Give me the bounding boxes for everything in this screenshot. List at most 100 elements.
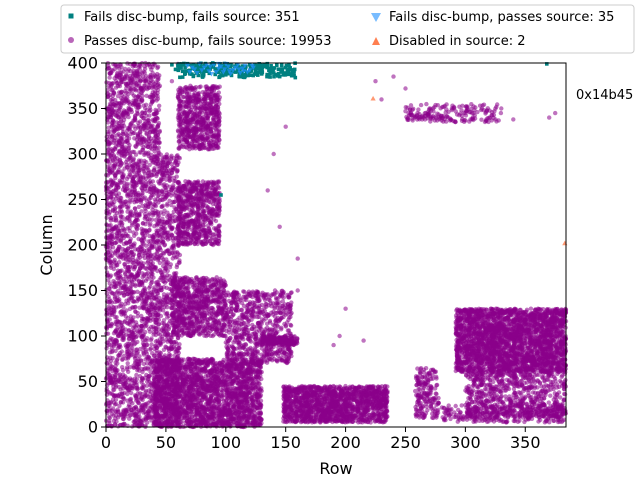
data-point: [144, 130, 149, 136]
data-point: [196, 126, 201, 132]
data-point: [176, 198, 182, 203]
data-point: [149, 324, 154, 330]
legend-label-disabled: Disabled in source: 2: [389, 34, 526, 49]
data-point: [192, 144, 197, 149]
data-point: [159, 189, 165, 194]
data-point: [200, 219, 206, 225]
data-point: [111, 413, 116, 418]
data-point: [120, 367, 126, 373]
data-point: [215, 97, 220, 102]
data-point: [126, 404, 131, 409]
data-point: [150, 268, 155, 273]
data-point: [107, 101, 113, 107]
data-point: [136, 236, 141, 242]
data-point: [111, 339, 117, 345]
data-point: [196, 180, 201, 185]
data-point: [106, 146, 111, 152]
data-point: [207, 86, 213, 92]
data-point: [206, 226, 212, 231]
data-point: [106, 321, 111, 327]
data-point: [114, 239, 119, 245]
data-point: [131, 242, 136, 248]
data-point: [187, 109, 192, 114]
data-point: [177, 192, 182, 198]
data-point: [216, 116, 221, 121]
data-point: [210, 190, 215, 196]
data-point: [131, 163, 136, 168]
data-point: [119, 349, 125, 354]
data-point: [143, 183, 149, 189]
data-point: [143, 176, 149, 181]
data-point: [113, 128, 118, 133]
data-point: [192, 182, 197, 188]
data-point: [191, 224, 196, 229]
data-point: [176, 118, 181, 123]
data-point: [151, 204, 156, 209]
data-point: [196, 145, 202, 150]
data-point: [150, 172, 155, 178]
data-point: [132, 130, 137, 136]
legend-entry-passes-fails: Passes disc-bump, fails source: 19953: [68, 34, 332, 49]
data-point: [148, 303, 153, 308]
data-point: [125, 95, 130, 100]
data-point: [121, 412, 126, 417]
data-point: [135, 140, 140, 145]
data-point: [127, 341, 132, 346]
data-point: [117, 353, 123, 358]
data-point: [113, 173, 118, 178]
data-point: [159, 328, 164, 333]
data-point: [163, 265, 169, 270]
data-point: [142, 212, 148, 217]
data-point: [115, 83, 121, 89]
legend-marker-triangle-down-icon: [371, 13, 381, 22]
data-point: [158, 176, 164, 181]
data-point: [111, 102, 116, 107]
data-point: [130, 338, 136, 344]
data-point: [167, 224, 172, 229]
data-point: [126, 265, 131, 270]
data-point: [125, 398, 130, 403]
data-point: [205, 205, 210, 210]
data-point: [143, 329, 148, 335]
data-point: [116, 123, 121, 129]
data-point: [193, 121, 199, 127]
data-point: [215, 184, 221, 189]
data-point: [177, 99, 182, 104]
data-point: [112, 296, 118, 301]
data-point: [122, 379, 127, 384]
data-point: [190, 239, 195, 244]
data-point: [184, 102, 190, 108]
data-point: [134, 398, 139, 403]
data-point: [130, 383, 136, 389]
data-point: [199, 131, 204, 137]
data-point: [207, 121, 212, 127]
data-point: [119, 144, 125, 149]
data-point: [216, 231, 221, 236]
data-point: [162, 219, 168, 224]
data-point: [122, 261, 127, 267]
data-point: [131, 93, 137, 98]
data-point: [208, 111, 213, 116]
data-point: [125, 316, 131, 321]
data-point: [131, 182, 136, 187]
data-point: [135, 368, 140, 373]
data-point: [157, 103, 162, 109]
data-point: [123, 159, 129, 165]
data-point: [106, 131, 111, 137]
data-point: [138, 294, 143, 299]
data-point: [148, 284, 153, 289]
data-point: [137, 261, 143, 267]
data-point: [205, 196, 210, 201]
data-point: [109, 83, 114, 88]
data-point: [144, 248, 150, 253]
data-point: [201, 143, 206, 148]
data-point: [205, 137, 211, 143]
data-point: [132, 174, 138, 179]
data-point: [157, 83, 163, 89]
data-point: [158, 247, 163, 253]
data-point: [150, 99, 155, 104]
data-point: [137, 346, 143, 352]
data-point: [216, 110, 222, 115]
data-point: [117, 373, 122, 378]
data-point: [121, 110, 127, 116]
